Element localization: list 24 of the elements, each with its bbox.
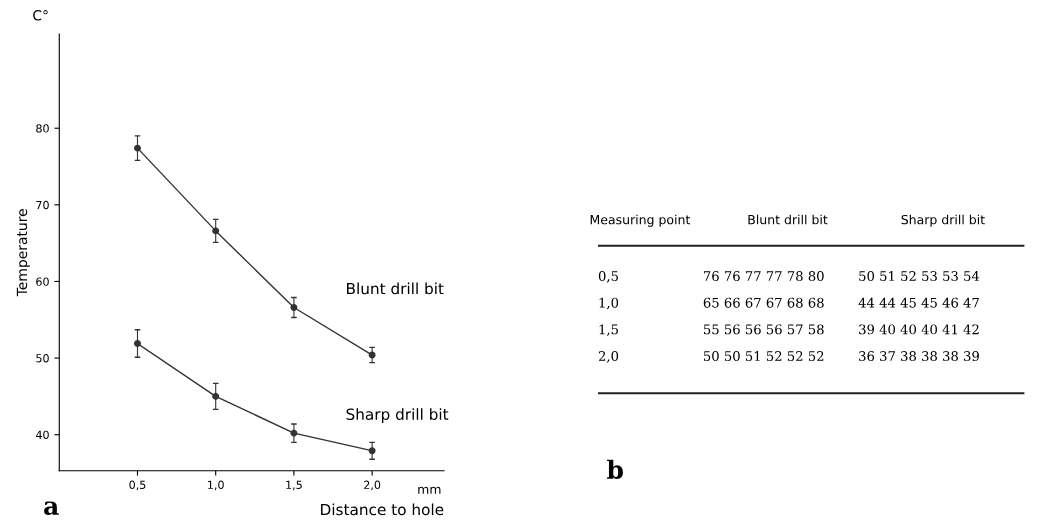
y-tick-label: 60 [36,277,49,286]
text: Sharp drill bit [901,214,985,227]
text: mm [418,486,441,494]
y-tick-label: 80 [36,124,49,133]
x-tick-label: 0,5 [129,480,146,491]
text: Measuring point [590,214,691,227]
y-tick-label: 50 [36,354,49,363]
text: 0,5 76 76 77 77 78 80 50 51 52 53 53 54 [598,271,980,283]
y-axis-title: Temperature [16,209,30,297]
x-axis-title: Distance to hole [321,503,444,516]
x-tick-label: 2,0 [364,480,381,491]
text: b [607,459,624,479]
x-tick-label: 1,5 [286,480,302,491]
text: Blunt drill bit [748,214,828,225]
y-tick-label: 40 [35,430,49,440]
text: 1,0 65 66 67 67 68 68 44 44 45 45 46 47 [599,297,979,310]
series-label: Sharp drill bit [346,408,449,423]
text: 2,0 50 50 51 52 52 52 36 37 38 38 38 39 [598,351,979,363]
text: C° [33,10,48,21]
y-tick-label: 70 [36,200,49,210]
text: 1,5 55 56 56 56 57 58 39 40 40 40 41 42 [599,324,979,336]
text: a [44,501,59,516]
text: Blunt drill bit [347,282,444,295]
x-tick-label: 1,0 [208,480,224,491]
